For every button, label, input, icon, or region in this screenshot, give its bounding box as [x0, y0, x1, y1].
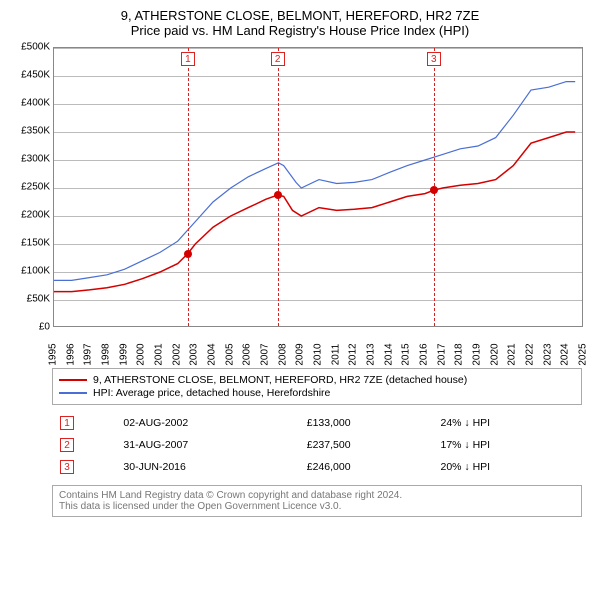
transaction-marker-icon: 1 [60, 416, 74, 430]
x-tick-label: 2001 [154, 340, 165, 370]
y-tick-label: £0 [8, 322, 50, 333]
chart-title: 9, ATHERSTONE CLOSE, BELMONT, HEREFORD, … [8, 8, 592, 23]
transaction-vline [278, 48, 279, 326]
transaction-delta: 20% ↓ HPI [434, 457, 580, 477]
chart-lines [54, 48, 584, 328]
legend-swatch [59, 379, 87, 381]
x-tick-label: 2009 [295, 340, 306, 370]
x-tick-label: 2015 [401, 340, 412, 370]
x-tick-label: 2002 [171, 340, 182, 370]
x-tick-label: 2020 [489, 340, 500, 370]
x-tick-label: 2010 [313, 340, 324, 370]
transaction-point [274, 191, 282, 199]
x-tick-label: 2014 [383, 340, 394, 370]
x-tick-label: 2007 [260, 340, 271, 370]
legend: 9, ATHERSTONE CLOSE, BELMONT, HEREFORD, … [52, 368, 582, 405]
footer: Contains HM Land Registry data © Crown c… [52, 485, 582, 517]
legend-row: HPI: Average price, detached house, Here… [59, 387, 575, 399]
footer-line1: Contains HM Land Registry data © Crown c… [59, 490, 575, 501]
legend-row: 9, ATHERSTONE CLOSE, BELMONT, HEREFORD, … [59, 374, 575, 386]
y-tick-label: £450K [8, 70, 50, 81]
x-tick-label: 1999 [118, 340, 129, 370]
transaction-date: 31-AUG-2007 [117, 435, 298, 455]
transaction-marker-box: 3 [427, 52, 441, 66]
transaction-delta: 17% ↓ HPI [434, 435, 580, 455]
transaction-marker-box: 2 [271, 52, 285, 66]
x-tick-label: 2016 [419, 340, 430, 370]
x-tick-label: 2019 [472, 340, 483, 370]
x-tick-label: 1995 [48, 340, 59, 370]
footer-line2: This data is licensed under the Open Gov… [59, 501, 575, 512]
transaction-point [430, 186, 438, 194]
y-tick-label: £100K [8, 266, 50, 277]
y-tick-label: £500K [8, 42, 50, 53]
transactions-table: 1 02-AUG-2002£133,00024% ↓ HPI 2 31-AUG-200… [52, 411, 582, 479]
transaction-marker-icon: 2 [60, 438, 74, 452]
x-tick-label: 2022 [525, 340, 536, 370]
y-tick-label: £300K [8, 154, 50, 165]
transaction-price: £133,000 [301, 413, 433, 433]
y-tick-label: £200K [8, 210, 50, 221]
table-row: 1 02-AUG-2002£133,00024% ↓ HPI [54, 413, 580, 433]
series-hpi [54, 82, 575, 281]
x-tick-label: 1996 [65, 340, 76, 370]
transaction-date: 30-JUN-2016 [117, 457, 298, 477]
x-tick-label: 2018 [454, 340, 465, 370]
chart: 1 2 3 £0 £50K £100K £150K £200K £250K £300K £350K… [8, 42, 592, 362]
x-tick-label: 2023 [542, 340, 553, 370]
transaction-delta: 24% ↓ HPI [434, 413, 580, 433]
transaction-marker-box: 1 [181, 52, 195, 66]
y-tick-label: £350K [8, 126, 50, 137]
transaction-date: 02-AUG-2002 [117, 413, 298, 433]
x-tick-label: 2000 [136, 340, 147, 370]
y-tick-label: £250K [8, 182, 50, 193]
x-tick-label: 2006 [242, 340, 253, 370]
x-tick-label: 2008 [277, 340, 288, 370]
plot-area: 1 2 3 [53, 47, 583, 327]
legend-label: 9, ATHERSTONE CLOSE, BELMONT, HEREFORD, … [93, 374, 467, 386]
x-tick-label: 2012 [348, 340, 359, 370]
series-price_paid [54, 132, 575, 292]
chart-subtitle: Price paid vs. HM Land Registry's House … [8, 23, 592, 38]
x-tick-label: 2025 [578, 340, 589, 370]
y-tick-label: £400K [8, 98, 50, 109]
transaction-marker-icon: 3 [60, 460, 74, 474]
table-row: 3 30-JUN-2016£246,00020% ↓ HPI [54, 457, 580, 477]
x-tick-label: 2013 [366, 340, 377, 370]
legend-swatch [59, 392, 87, 394]
y-tick-label: £50K [8, 294, 50, 305]
table-row: 2 31-AUG-2007£237,50017% ↓ HPI [54, 435, 580, 455]
x-tick-label: 2021 [507, 340, 518, 370]
x-tick-label: 1997 [83, 340, 94, 370]
x-tick-label: 2017 [436, 340, 447, 370]
legend-label: HPI: Average price, detached house, Here… [93, 387, 330, 399]
x-tick-label: 2024 [560, 340, 571, 370]
transaction-point [184, 250, 192, 258]
x-tick-label: 2011 [330, 340, 341, 370]
transaction-price: £246,000 [301, 457, 433, 477]
transaction-vline [188, 48, 189, 326]
x-tick-label: 2005 [224, 340, 235, 370]
x-tick-label: 2004 [207, 340, 218, 370]
y-tick-label: £150K [8, 238, 50, 249]
transaction-price: £237,500 [301, 435, 433, 455]
x-tick-label: 1998 [101, 340, 112, 370]
x-tick-label: 2003 [189, 340, 200, 370]
